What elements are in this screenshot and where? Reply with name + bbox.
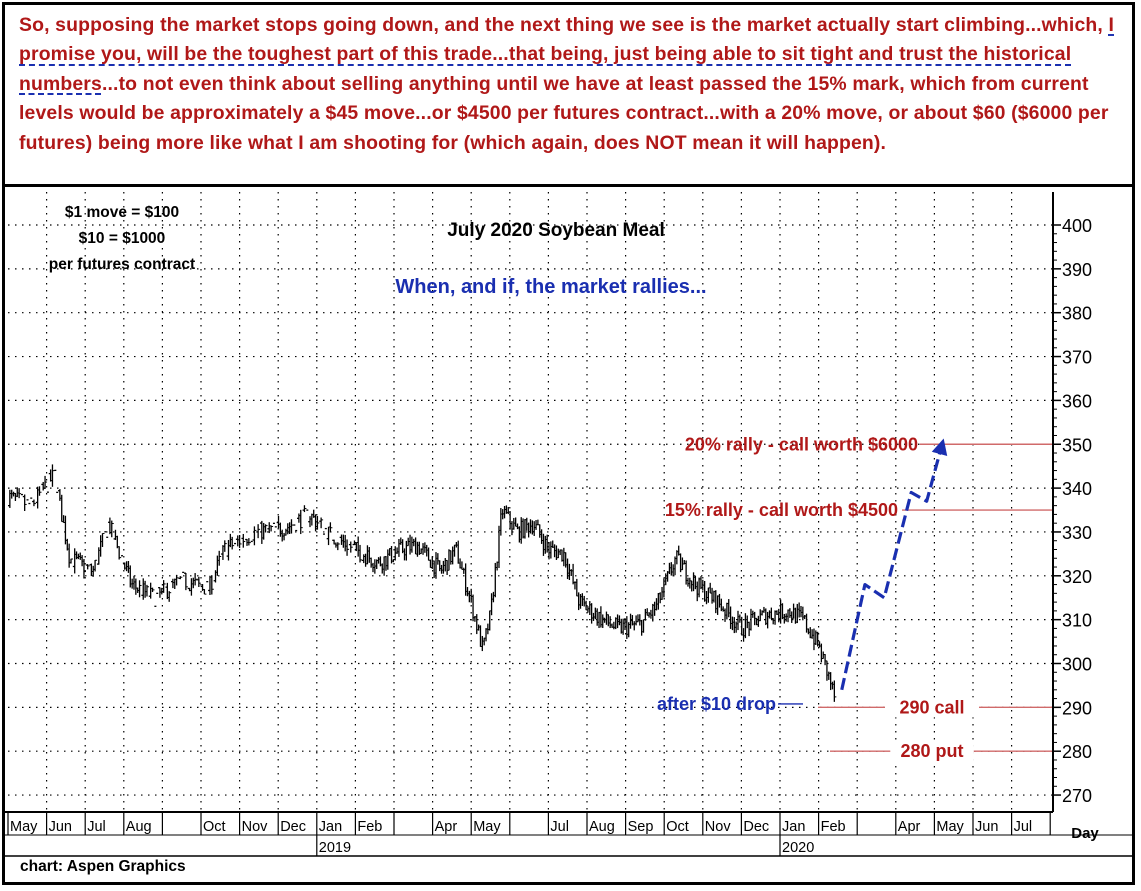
y-tick-label: 280 (1062, 742, 1092, 762)
y-tick-label: 300 (1062, 655, 1092, 675)
y-tick-label: 330 (1062, 523, 1092, 543)
y-tick-label: 290 (1062, 698, 1092, 718)
commentary-box: So, supposing the market stops going dow… (5, 5, 1132, 187)
y-tick-label: 370 (1062, 348, 1092, 368)
y-tick-label: 270 (1062, 786, 1092, 806)
x-tick-label: Jan (782, 819, 805, 835)
contract-note-line-1: $1 move = $100 (65, 204, 179, 221)
x-tick-label: Jun (49, 819, 72, 835)
x-tick-label: Oct (666, 819, 689, 835)
x-tick-label: Aug (589, 819, 615, 835)
x-tick-label: Apr (898, 819, 921, 835)
x-tick-label: Dec (280, 819, 306, 835)
x-tick-label: May (473, 819, 501, 835)
x-tick-label: Oct (203, 819, 226, 835)
y-tick-label: 380 (1062, 304, 1092, 324)
year-label: 2019 (319, 840, 351, 856)
y-tick-label: 360 (1062, 391, 1092, 411)
x-tick-label: Jul (550, 819, 569, 835)
year-label: 2020 (782, 840, 814, 856)
price-series (8, 464, 837, 702)
level-label-bg (885, 697, 979, 718)
x-tick-label: Jul (1014, 819, 1033, 835)
level-label: 20% rally - call worth $6000 (685, 434, 918, 454)
y-tick-label: 340 (1062, 479, 1092, 499)
annotation-label: after $10 drop (657, 694, 776, 714)
x-tick-label: Aug (126, 819, 152, 835)
y-tick-label: 320 (1062, 567, 1092, 587)
projection-arrowhead (931, 438, 948, 456)
y-tick-label: 350 (1062, 435, 1092, 455)
x-tick-label: Apr (435, 819, 458, 835)
y-tick-label: 310 (1062, 611, 1092, 631)
x-tick-label: Jul (87, 819, 106, 835)
commentary-emphasis: I promise you, will be the toughest part… (19, 14, 1114, 95)
chart-axes: 270 280 290 300 310 320 330 340 350 360 370 380 390 4… (5, 192, 1133, 857)
contract-note-line-2: $10 = $1000 (79, 230, 166, 247)
x-axis-label: Day (1071, 825, 1099, 842)
x-tick-label: Feb (821, 819, 846, 835)
x-tick-label: Nov (242, 819, 269, 835)
y-tick-label: 400 (1062, 216, 1092, 236)
chart-subtitle: When, and if, the market rallies... (395, 276, 706, 298)
level-label: 280 put (900, 741, 963, 761)
x-tick-label: May (10, 819, 38, 835)
projection-series (840, 438, 948, 691)
commentary-text-1: So, supposing the market stops going dow… (19, 14, 1109, 36)
chart-title: July 2020 Soybean Meal (447, 220, 665, 241)
x-tick-label: Nov (705, 819, 732, 835)
x-tick-label: Sep (628, 819, 654, 835)
commentary-text-2: ...to not even think about selling anyth… (19, 72, 1109, 154)
x-tick-label: Dec (743, 819, 769, 835)
level-label: 290 call (899, 697, 964, 717)
contract-note-line-3: per futures contract (49, 256, 195, 273)
y-tick-label: 390 (1062, 260, 1092, 280)
source-credit: chart: Aspen Graphics (20, 858, 186, 875)
projection-line (840, 443, 944, 691)
level-lines: 20% rally - call worth $6000 15% rally - … (657, 434, 1053, 762)
x-tick-label: May (936, 819, 964, 835)
level-label: 15% rally - call worth $4500 (665, 500, 898, 520)
x-tick-label: Feb (357, 819, 382, 835)
level-label-bg (890, 741, 974, 762)
x-tick-label: Jan (319, 819, 342, 835)
x-tick-label: Jun (975, 819, 998, 835)
